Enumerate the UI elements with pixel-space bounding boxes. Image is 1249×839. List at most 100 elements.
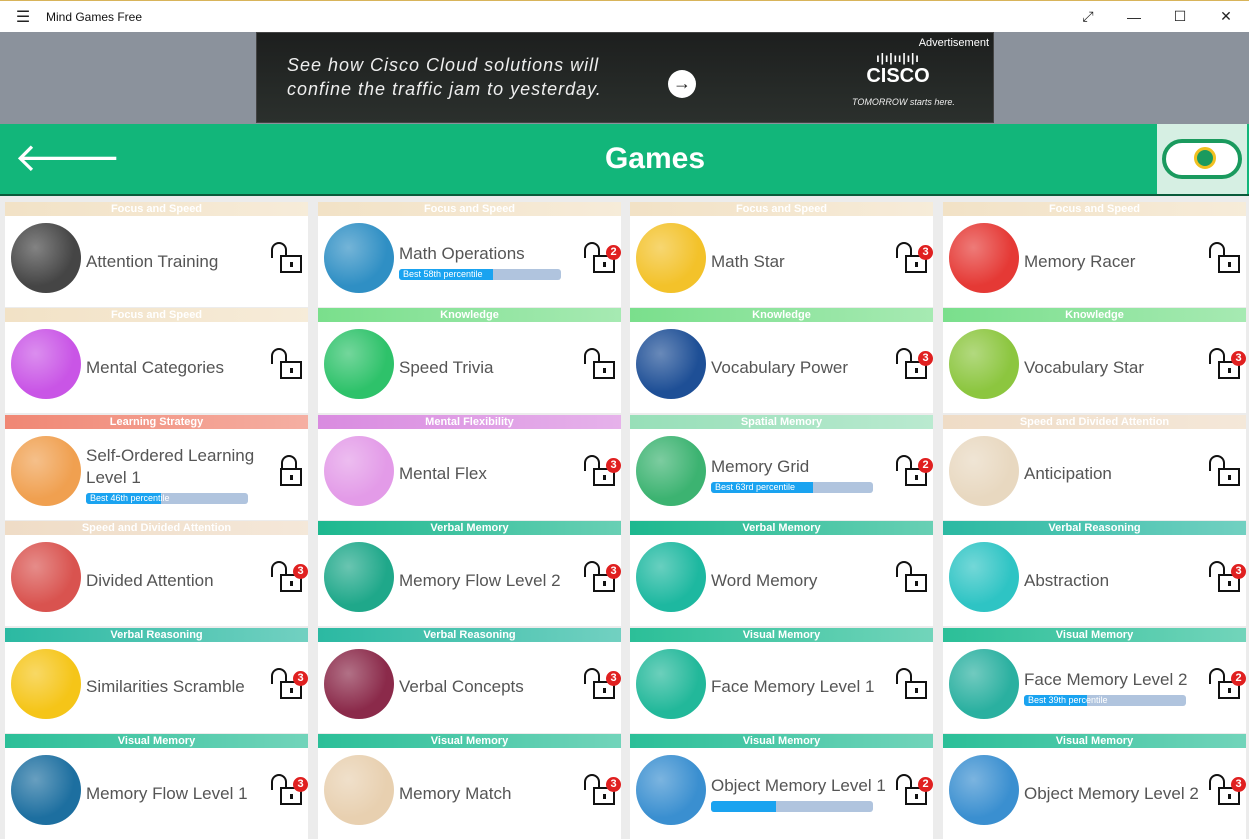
- count-badge: 3: [918, 245, 933, 260]
- game-card[interactable]: Knowledge Vocabulary Power 3: [630, 308, 933, 414]
- percentile-label: Best 58th percentile: [403, 269, 483, 279]
- game-card[interactable]: Verbal Memory Word Memory: [630, 521, 933, 627]
- lock-open-icon[interactable]: [896, 667, 932, 702]
- game-card[interactable]: Verbal Reasoning Abstraction 3: [943, 521, 1246, 627]
- minimize-button[interactable]: —: [1127, 8, 1141, 25]
- percentile-bar: Best 58th percentile: [399, 269, 561, 280]
- lock-open-icon[interactable]: 3: [1209, 561, 1246, 595]
- ad-line-2: confine the traffic jam to yesterday.: [287, 79, 602, 99]
- lock-open-icon[interactable]: [896, 561, 932, 595]
- game-card[interactable]: Visual Memory Face Memory Level 2 Best 39…: [943, 627, 1246, 733]
- count-badge: 3: [293, 670, 308, 686]
- lock-open-icon[interactable]: 3: [1209, 348, 1246, 382]
- lock-open-icon[interactable]: [584, 348, 620, 382]
- game-card[interactable]: Mental Flexibility Mental Flex 3: [318, 414, 621, 520]
- game-card[interactable]: Learning Strategy Self-Ordered Learning …: [5, 414, 308, 520]
- category-label: Verbal Memory: [630, 521, 933, 536]
- close-button[interactable]: ✕: [1220, 8, 1232, 24]
- game-icon: [949, 755, 1019, 825]
- lock-open-icon[interactable]: 3: [271, 774, 308, 808]
- lock-open-icon[interactable]: 3: [584, 454, 621, 489]
- lock-open-icon[interactable]: 2: [1209, 667, 1246, 702]
- lock-open-icon[interactable]: 3: [1209, 774, 1246, 808]
- category-label: Speed and Divided Attention: [943, 414, 1246, 429]
- category-label: Learning Strategy: [5, 414, 308, 429]
- title-bar: ☰ Mind Games Free ⤢ — ☐ ✕: [0, 0, 1249, 32]
- game-card[interactable]: Spatial Memory Memory Grid Best 63rd perc…: [630, 414, 933, 520]
- game-card[interactable]: Focus and Speed Memory Racer: [943, 202, 1246, 307]
- game-card[interactable]: Focus and Speed Mental Categories: [5, 308, 308, 414]
- category-label: Focus and Speed: [630, 202, 933, 216]
- count-badge: 3: [293, 777, 308, 792]
- game-card[interactable]: Speed and Divided Attention Anticipation: [943, 414, 1246, 520]
- game-card[interactable]: Speed and Divided Attention Divided Atte…: [5, 521, 308, 627]
- lock-open-icon[interactable]: [1209, 454, 1245, 489]
- game-icon: [949, 542, 1019, 613]
- game-card[interactable]: Visual Memory Memory Match 3: [318, 734, 621, 839]
- lock-open-icon[interactable]: 2: [584, 242, 621, 276]
- arrow-left-icon[interactable]: 🡐: [14, 136, 122, 180]
- category-label: Verbal Memory: [318, 521, 621, 536]
- game-name: Abstraction: [1024, 570, 1110, 590]
- game-icon: [324, 223, 394, 293]
- category-label: Speed and Divided Attention: [5, 521, 308, 536]
- lock-closed-icon[interactable]: [271, 454, 307, 489]
- game-card[interactable]: Verbal Reasoning Verbal Concepts 3: [318, 627, 621, 733]
- category-label: Visual Memory: [5, 734, 308, 748]
- game-card[interactable]: Visual Memory Memory Flow Level 1 3: [5, 734, 308, 839]
- lock-open-icon[interactable]: 3: [271, 667, 308, 702]
- game-card[interactable]: Visual Memory Face Memory Level 1: [630, 627, 933, 733]
- lock-open-icon[interactable]: 3: [896, 242, 933, 276]
- category-label: Verbal Reasoning: [5, 627, 308, 642]
- game-card[interactable]: Verbal Memory Memory Flow Level 2 3: [318, 521, 621, 627]
- lock-open-icon[interactable]: 3: [584, 667, 621, 702]
- lock-open-icon[interactable]: 3: [584, 561, 621, 595]
- game-controller-icon: [1157, 124, 1247, 194]
- count-badge: 3: [293, 564, 308, 580]
- game-icon: [11, 542, 81, 613]
- game-card[interactable]: Focus and Speed Math Operations Best 58th…: [318, 202, 621, 307]
- game-name: Memory Grid: [711, 456, 810, 476]
- lock-open-icon[interactable]: 3: [896, 348, 933, 382]
- lock-open-icon[interactable]: 2: [896, 774, 933, 808]
- game-card[interactable]: Verbal Reasoning Similarities Scramble 3: [5, 627, 308, 733]
- game-name: Memory Flow Level 1: [86, 783, 248, 803]
- game-icon: [949, 329, 1019, 400]
- maximize-button[interactable]: ☐: [1173, 8, 1187, 24]
- cisco-logo: ı|ı|ıı|ı|ı CISCO: [866, 51, 930, 87]
- count-badge: 3: [918, 351, 933, 367]
- lock-open-icon[interactable]: [271, 242, 307, 276]
- count-badge: 2: [918, 777, 933, 792]
- lock-open-icon[interactable]: 2: [896, 454, 933, 489]
- hamburger-icon[interactable]: ☰: [15, 8, 31, 26]
- game-card[interactable]: Knowledge Vocabulary Star 3: [943, 308, 1246, 414]
- category-label: Focus and Speed: [5, 308, 308, 323]
- arrow-right-icon[interactable]: →: [668, 70, 696, 98]
- category-label: Visual Memory: [943, 627, 1246, 642]
- game-card[interactable]: Focus and Speed Math Star 3: [630, 202, 933, 307]
- game-icon: [11, 223, 81, 293]
- lock-open-icon[interactable]: 3: [584, 774, 621, 808]
- percentile-label: Best 46th percentile: [90, 492, 170, 503]
- game-card[interactable]: Visual Memory Object Memory Level 2 3: [943, 734, 1246, 839]
- lock-open-icon[interactable]: [271, 348, 307, 382]
- ad-tagline: TOMORROW starts here.: [852, 97, 955, 107]
- game-card[interactable]: Focus and Speed Attention Training: [5, 202, 308, 307]
- category-label: Visual Memory: [318, 734, 621, 748]
- category-label: Verbal Reasoning: [943, 521, 1246, 536]
- lock-open-icon[interactable]: [1209, 242, 1245, 276]
- percentile-bar: Best 63rd percentile: [711, 481, 873, 493]
- game-name: Divided Attention: [86, 570, 214, 590]
- game-card[interactable]: Knowledge Speed Trivia: [318, 308, 621, 414]
- advertisement-banner[interactable]: See how Cisco Cloud solutions will confi…: [256, 32, 994, 123]
- fullscreen-button[interactable]: ⤢: [1082, 8, 1094, 24]
- game-name: Anticipation: [1024, 464, 1112, 484]
- game-name: Math Star: [711, 251, 785, 271]
- game-card[interactable]: Visual Memory Object Memory Level 1 2: [630, 734, 933, 839]
- lock-open-icon[interactable]: 3: [271, 561, 308, 595]
- ad-bar: See how Cisco Cloud solutions will confi…: [0, 32, 1249, 124]
- count-badge: 3: [1231, 777, 1246, 792]
- game-name: Attention Training: [86, 251, 219, 271]
- game-name: Object Memory Level 1: [711, 776, 886, 795]
- game-name: Speed Trivia: [399, 357, 494, 377]
